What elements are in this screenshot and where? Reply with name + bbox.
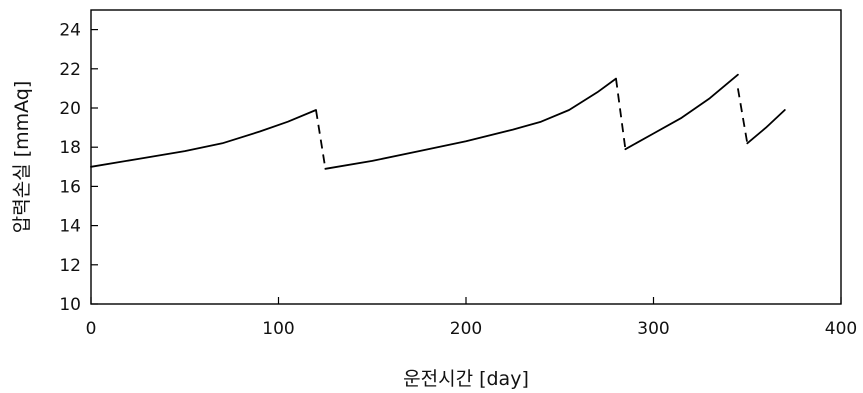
y-tick-label: 12 [59, 256, 81, 276]
plot-frame [90, 9, 842, 305]
solid-rise-segment-2 [324, 77, 617, 170]
y-tick-label: 22 [59, 60, 81, 80]
x-tick-label: 200 [450, 319, 482, 339]
x-tick-label: 300 [637, 319, 669, 339]
dashed-drop-segment-3 [615, 78, 627, 150]
y-tick-label: 20 [59, 99, 81, 119]
y-tick-label: 24 [59, 21, 81, 41]
y-tick-labels: 10 12 14 16 18 20 22 24 [59, 21, 81, 315]
x-tick-label: 400 [825, 319, 857, 339]
dashed-drop-segment-1 [315, 109, 327, 169]
solid-rise-segment-0 [90, 109, 317, 168]
axis-ticks [90, 29, 842, 305]
x-tick-label: 100 [262, 319, 294, 339]
y-axis-title: 압력손실 [mmAq] [11, 81, 33, 234]
y-tick-label: 10 [59, 295, 81, 315]
x-tick-label: 0 [86, 319, 97, 339]
y-tick-label: 18 [59, 138, 81, 158]
x-tick-labels: 0 100 200 300 400 [86, 319, 858, 339]
y-tick-label: 16 [59, 177, 81, 197]
series-lines [90, 73, 786, 170]
solid-rise-segment-6 [746, 109, 786, 145]
solid-rise-segment-4 [624, 73, 739, 151]
y-tick-label: 14 [59, 217, 81, 237]
dashed-drop-segment-5 [737, 88, 749, 144]
x-axis-title: 운전시간 [day] [403, 368, 529, 390]
